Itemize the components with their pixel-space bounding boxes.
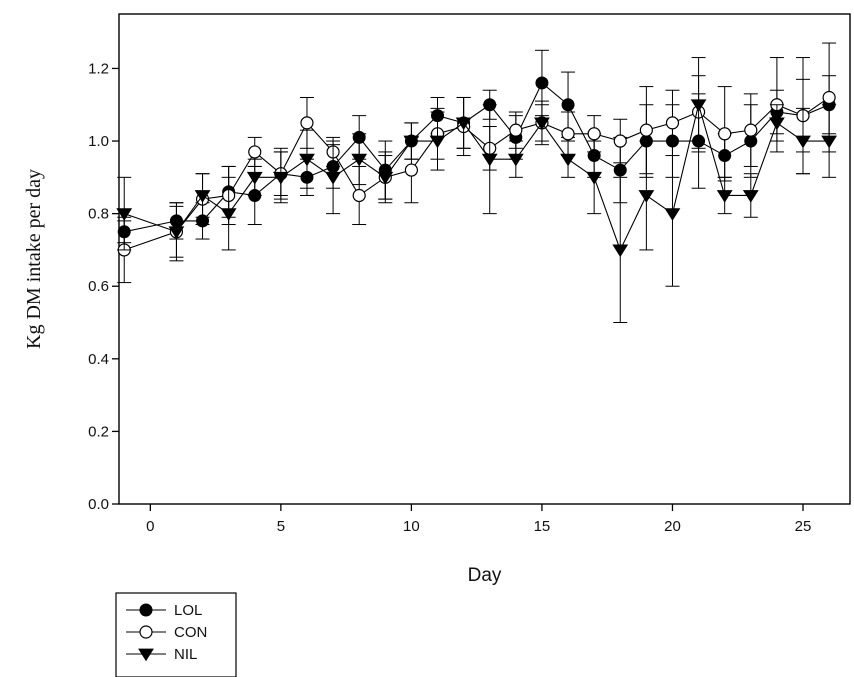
- point-nil: [664, 208, 681, 221]
- point-nil: [246, 171, 263, 185]
- y-tick-label: 0.8: [88, 206, 109, 223]
- legend-marker-con: [139, 625, 153, 639]
- point-nil: [560, 153, 576, 167]
- point-nil: [507, 153, 524, 167]
- point-nil: [690, 99, 707, 112]
- point-con: [639, 123, 653, 137]
- point-nil: [716, 190, 733, 203]
- point-nil: [821, 135, 838, 149]
- legend-box: [115, 592, 237, 677]
- point-nil: [116, 208, 133, 221]
- point-nil: [768, 117, 785, 131]
- y-axis-title: Kg DM intake per day: [23, 169, 45, 349]
- axes: 0.0 0.2 0.4 0.6 0.8 1.0 1.2 0 5 10 15 20 25: [88, 13, 851, 535]
- legend-label-nil: NIL: [174, 646, 197, 663]
- point-nil: [742, 190, 759, 203]
- point-con: [665, 116, 680, 130]
- point-nil: [638, 190, 655, 203]
- legend-label-lol: LOL: [174, 602, 202, 619]
- point-con: [587, 127, 601, 141]
- point-lol: [613, 163, 627, 177]
- point-nil: [534, 117, 550, 131]
- y-tick-label: 1.0: [88, 133, 109, 150]
- point-nil: [795, 135, 811, 149]
- point-nil: [403, 135, 420, 149]
- series-con: [117, 42, 837, 284]
- point-con: [509, 123, 523, 137]
- point-con: [744, 123, 758, 137]
- plot-area: [116, 42, 838, 324]
- point-con: [822, 90, 836, 105]
- x-tick-label: 0: [146, 518, 154, 535]
- point-con: [300, 116, 314, 130]
- point-lol: [561, 98, 575, 112]
- point-con: [404, 163, 418, 177]
- point-nil: [325, 171, 341, 185]
- point-nil: [586, 171, 603, 185]
- series-line-con: [124, 97, 830, 251]
- x-tick-label: 10: [403, 518, 420, 535]
- point-nil: [455, 117, 472, 131]
- legend-label-con: CON: [174, 624, 207, 641]
- point-nil: [220, 208, 237, 221]
- x-tick-label: 25: [795, 518, 812, 535]
- point-con: [248, 145, 262, 159]
- point-nil: [299, 153, 315, 167]
- point-nil: [481, 153, 498, 167]
- point-con: [613, 134, 627, 148]
- point-nil: [612, 244, 629, 258]
- y-tick-label: 0.6: [88, 278, 109, 295]
- x-tick-label: 5: [277, 518, 285, 535]
- y-tick-label: 0.2: [88, 423, 109, 440]
- series-nil: [116, 57, 838, 324]
- x-axis-title: Day: [468, 565, 502, 586]
- point-con: [352, 188, 366, 203]
- plot-frame: [118, 13, 851, 505]
- y-tick-label: 0.0: [88, 496, 109, 513]
- point-nil: [168, 226, 185, 240]
- legend-marker-nil: [138, 648, 154, 662]
- x-tick-label: 20: [664, 518, 681, 535]
- point-nil: [272, 171, 289, 185]
- point-con: [561, 127, 575, 141]
- y-tick-label: 1.2: [88, 60, 109, 77]
- point-con: [718, 127, 732, 141]
- x-tick-label: 15: [534, 518, 551, 535]
- point-nil: [429, 135, 446, 149]
- y-tick-label: 0.4: [88, 351, 109, 368]
- legend: LOL CON NIL: [115, 592, 237, 677]
- point-nil: [351, 153, 368, 167]
- point-nil: [377, 171, 394, 185]
- legend-marker-lol: [139, 603, 153, 617]
- point-nil: [194, 190, 211, 203]
- point-lol: [535, 76, 549, 90]
